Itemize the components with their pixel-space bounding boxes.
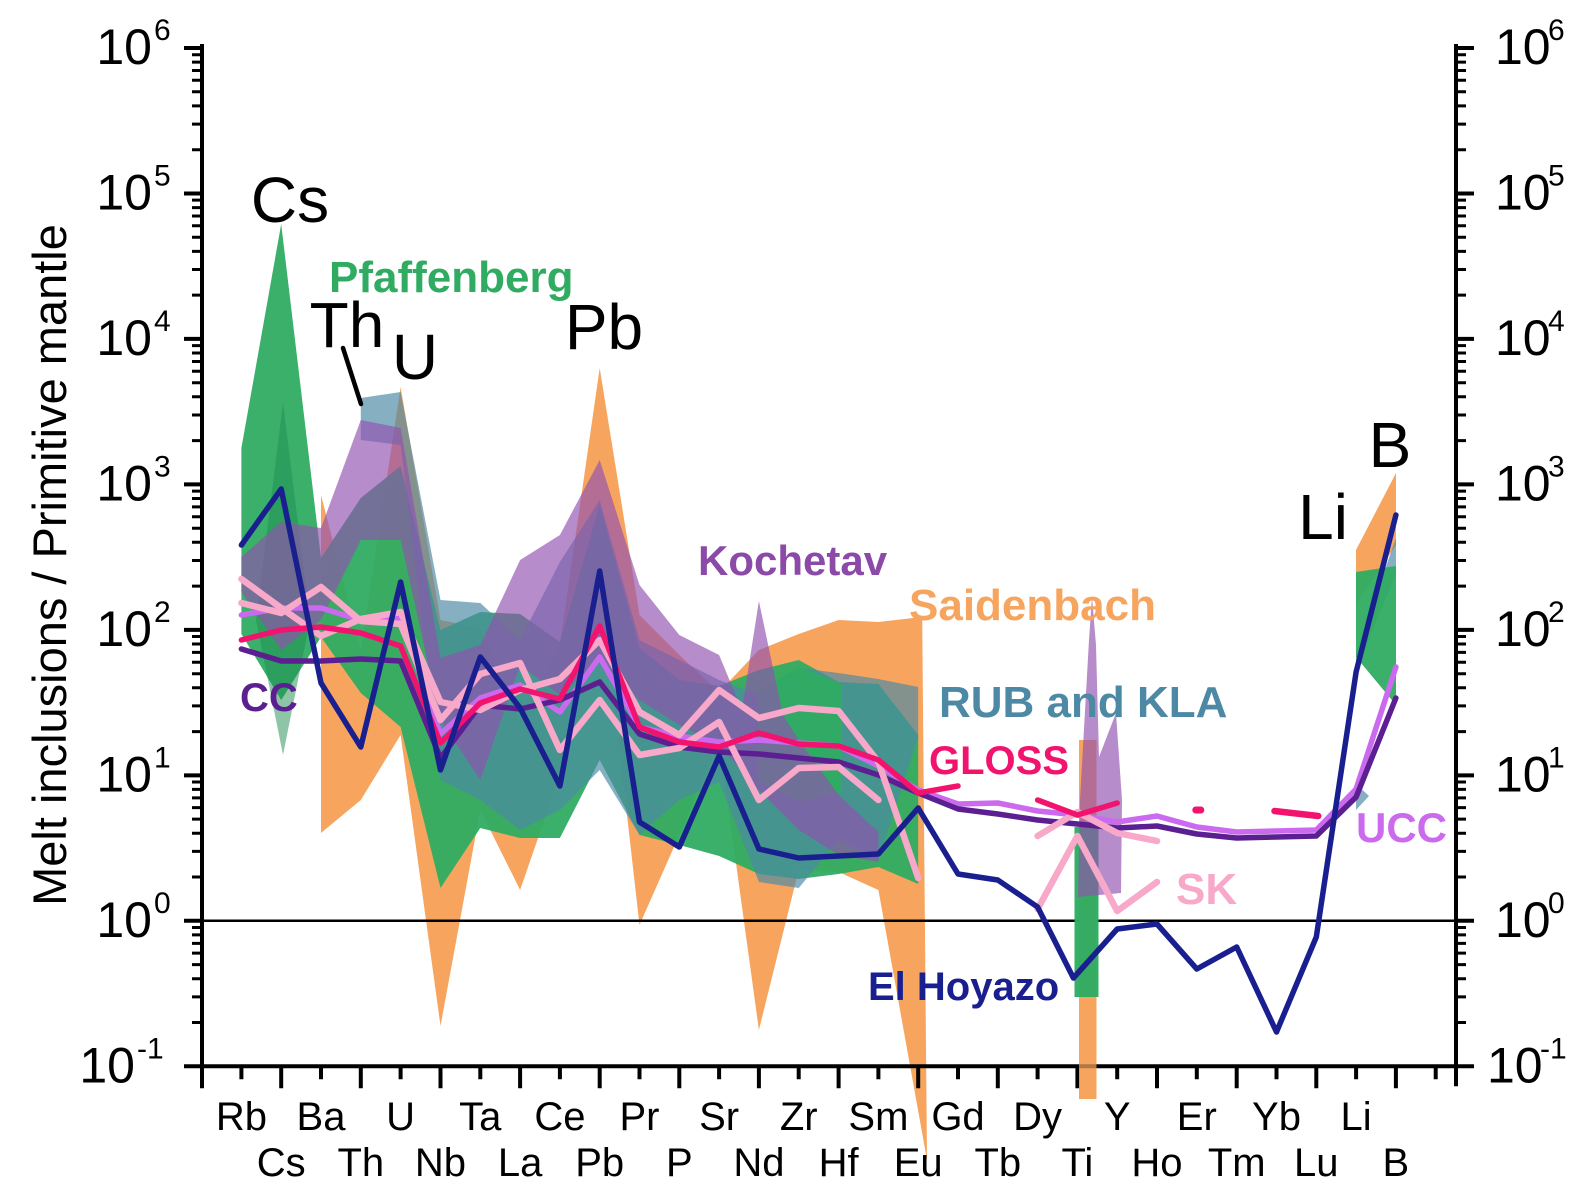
svg-text:10: 10 <box>96 455 152 511</box>
svg-text:Ta: Ta <box>459 1095 502 1139</box>
svg-text:0: 0 <box>1548 887 1565 920</box>
svg-text:Pb: Pb <box>575 1141 624 1185</box>
svg-text:10: 10 <box>1495 746 1551 802</box>
svg-text:4: 4 <box>154 305 171 338</box>
svg-text:Gd: Gd <box>931 1095 984 1139</box>
svg-text:GLOSS: GLOSS <box>929 739 1069 783</box>
svg-text:Sm: Sm <box>848 1095 908 1139</box>
svg-text:Sr: Sr <box>699 1095 739 1139</box>
svg-text:UCC: UCC <box>1356 804 1447 851</box>
svg-text:Ba: Ba <box>297 1095 347 1139</box>
svg-text:Ti: Ti <box>1061 1141 1093 1185</box>
svg-text:10: 10 <box>96 165 152 221</box>
svg-text:10: 10 <box>1495 601 1551 657</box>
svg-text:Nd: Nd <box>733 1141 784 1185</box>
svg-text:Y: Y <box>1104 1095 1131 1139</box>
svg-text:B: B <box>1383 1141 1410 1185</box>
svg-text:1: 1 <box>1548 741 1565 774</box>
svg-text:10: 10 <box>1495 310 1551 366</box>
svg-text:10: 10 <box>1495 19 1551 75</box>
svg-text:Cs: Cs <box>251 164 329 236</box>
svg-text:Th: Th <box>310 289 385 361</box>
svg-text:Pb: Pb <box>565 291 643 363</box>
svg-text:6: 6 <box>1548 14 1565 47</box>
svg-text:4: 4 <box>1548 305 1565 338</box>
svg-text:Yb: Yb <box>1252 1095 1301 1139</box>
svg-text:Hf: Hf <box>819 1141 860 1185</box>
svg-text:0: 0 <box>154 887 171 920</box>
svg-text:10: 10 <box>96 601 152 657</box>
svg-text:La: La <box>498 1141 543 1185</box>
svg-text:3: 3 <box>1548 450 1565 483</box>
svg-text:10: 10 <box>1487 1037 1543 1093</box>
svg-text:10: 10 <box>96 310 152 366</box>
svg-text:Pr: Pr <box>620 1095 660 1139</box>
svg-text:P: P <box>666 1141 693 1185</box>
svg-text:-1: -1 <box>1540 1032 1567 1065</box>
svg-text:2: 2 <box>1548 596 1565 629</box>
svg-text:Li: Li <box>1298 481 1348 553</box>
svg-text:CC: CC <box>240 676 298 720</box>
svg-text:Tm: Tm <box>1208 1141 1266 1185</box>
svg-text:10: 10 <box>1495 892 1551 948</box>
svg-text:10: 10 <box>96 19 152 75</box>
svg-text:Tb: Tb <box>974 1141 1021 1185</box>
svg-text:10: 10 <box>1495 165 1551 221</box>
svg-text:Eu: Eu <box>894 1141 943 1185</box>
svg-text:Melt inclusions / Primitive ma: Melt inclusions / Primitive mantle <box>23 224 76 906</box>
svg-text:3: 3 <box>154 450 171 483</box>
svg-text:2: 2 <box>154 596 171 629</box>
svg-text:10: 10 <box>96 746 152 802</box>
svg-text:Saidenbach: Saidenbach <box>909 581 1156 630</box>
svg-text:Dy: Dy <box>1013 1095 1062 1139</box>
svg-text:1: 1 <box>154 741 171 774</box>
svg-text:Cs: Cs <box>257 1141 306 1185</box>
svg-text:10: 10 <box>96 892 152 948</box>
svg-text:U: U <box>392 321 438 393</box>
svg-text:El Hoyazo: El Hoyazo <box>868 965 1059 1009</box>
svg-text:SK: SK <box>1176 865 1237 914</box>
svg-text:Rb: Rb <box>216 1095 267 1139</box>
svg-text:Zr: Zr <box>780 1095 818 1139</box>
svg-text:5: 5 <box>1548 160 1565 193</box>
svg-text:6: 6 <box>154 14 171 47</box>
svg-text:B: B <box>1369 409 1412 481</box>
svg-text:-1: -1 <box>137 1032 164 1065</box>
svg-text:Nb: Nb <box>415 1141 466 1185</box>
svg-text:Th: Th <box>337 1141 384 1185</box>
svg-text:U: U <box>386 1095 415 1139</box>
svg-text:Pfaffenberg: Pfaffenberg <box>329 253 573 302</box>
svg-text:10: 10 <box>79 1037 135 1093</box>
svg-text:Lu: Lu <box>1294 1141 1339 1185</box>
svg-text:RUB and KLA: RUB and KLA <box>939 678 1227 727</box>
svg-text:Li: Li <box>1341 1095 1372 1139</box>
svg-text:Ce: Ce <box>534 1095 585 1139</box>
svg-text:5: 5 <box>154 160 171 193</box>
svg-text:Ho: Ho <box>1131 1141 1182 1185</box>
svg-text:Kochetav: Kochetav <box>698 537 888 584</box>
svg-text:10: 10 <box>1495 455 1551 511</box>
svg-text:Er: Er <box>1177 1095 1217 1139</box>
